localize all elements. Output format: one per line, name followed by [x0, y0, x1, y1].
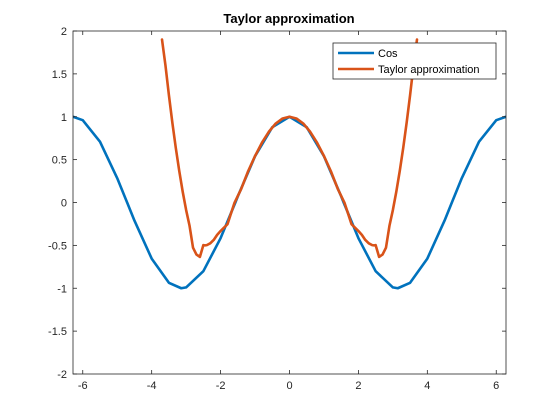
y-tick-label: 0 — [61, 198, 67, 210]
chart-title: Taylor approximation — [223, 11, 354, 26]
y-tick-label: 0.5 — [52, 155, 67, 167]
legend-box — [332, 42, 497, 80]
x-tick-label: -6 — [78, 380, 88, 392]
y-axis: -2 -1.5 -1 -0.5 0 0.5 1 1.5 2 — [48, 26, 506, 381]
legend: Cos Taylor approximation — [332, 42, 497, 80]
x-axis: -6 -4 -2 0 2 4 6 — [78, 31, 499, 392]
x-tick-label: 2 — [355, 380, 361, 392]
series-line-taylor-approximation — [160, 38, 419, 259]
legend-label: Taylor approximation — [378, 64, 480, 76]
y-tick-label: -0.5 — [48, 240, 67, 252]
series-layer — [73, 38, 506, 290]
y-tick-label: -1.5 — [48, 326, 67, 338]
y-tick-label: 2 — [61, 26, 67, 38]
x-tick-label: 0 — [286, 380, 292, 392]
x-tick-label: -2 — [216, 380, 226, 392]
y-tick-label: 1.5 — [52, 69, 67, 81]
x-tick-label: 6 — [493, 380, 499, 392]
legend-label: Cos — [378, 48, 398, 60]
y-tick-label: -1 — [57, 283, 67, 295]
plot-area — [73, 31, 506, 374]
y-tick-label: 1 — [61, 112, 67, 124]
x-tick-label: 4 — [424, 380, 430, 392]
x-tick-label: -4 — [147, 380, 157, 392]
y-tick-label: -2 — [57, 369, 67, 381]
